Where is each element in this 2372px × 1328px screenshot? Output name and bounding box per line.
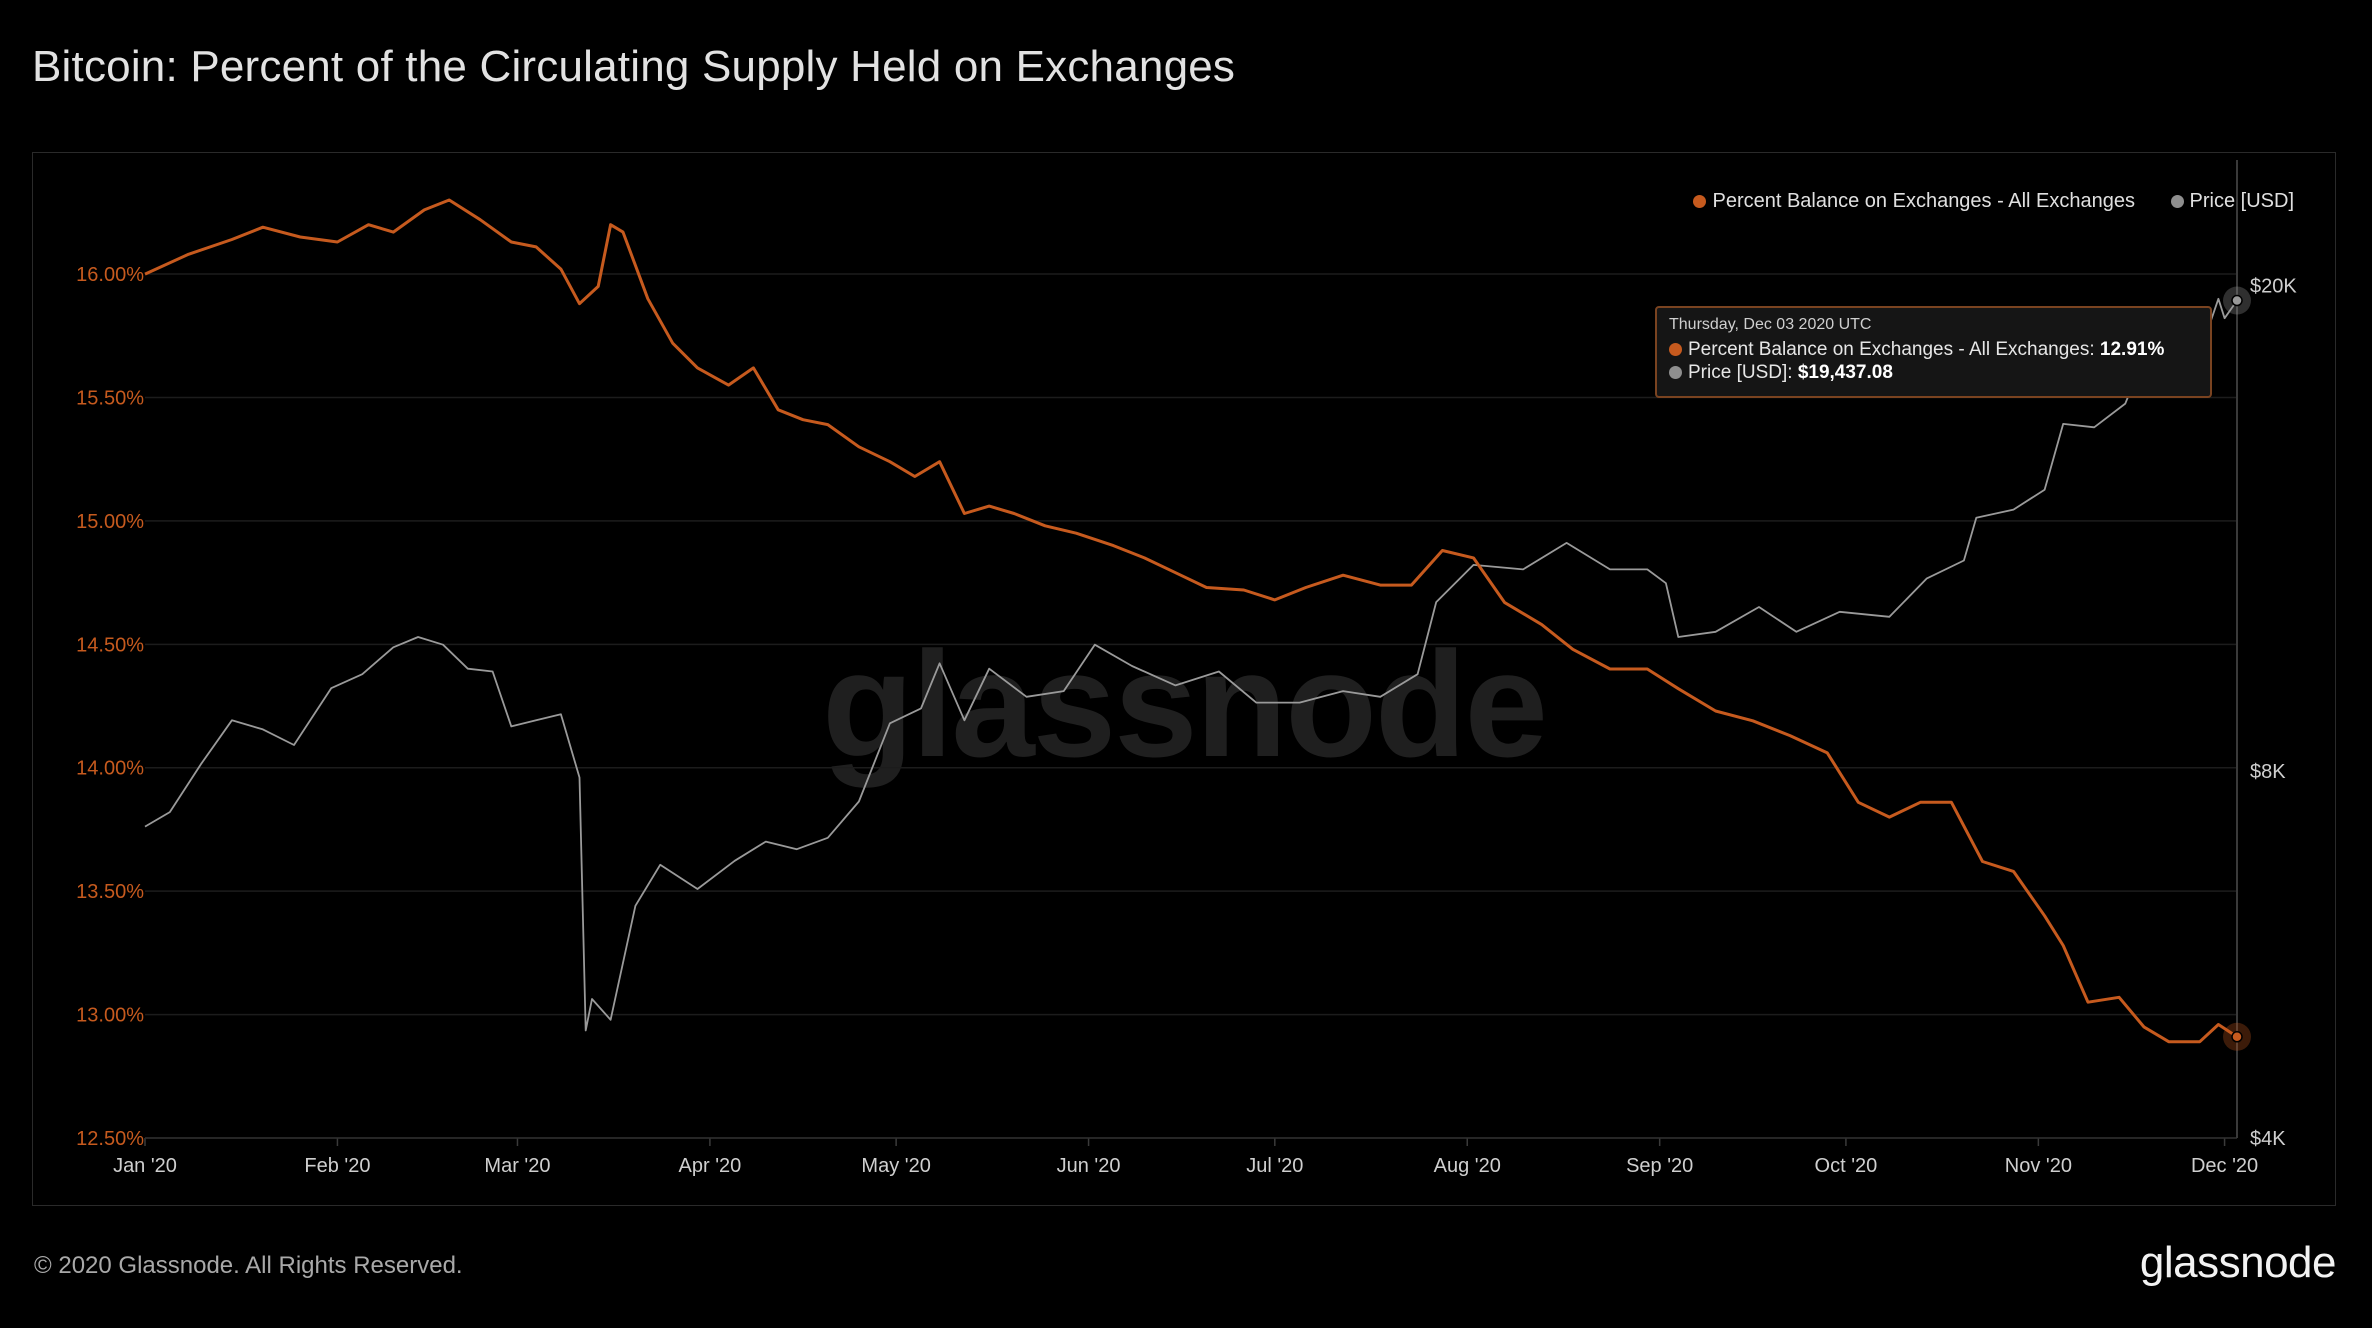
tooltip-value-balance: 12.91% [2099, 339, 2165, 360]
chart-panel [32, 152, 2336, 1206]
x-axis-tick-label: Feb '20 [304, 1155, 370, 1177]
left-axis-tick-label: 14.50% [76, 634, 144, 656]
x-axis-tick-label: Oct '20 [1815, 1155, 1878, 1177]
hover-tooltip: Thursday, Dec 03 2020 UTC Percent Balanc… [1655, 306, 2212, 398]
tooltip-row-price: Price [USD]: $19,437.08 [1669, 361, 2198, 384]
right-axis: $4K $8K $20K [2250, 275, 2297, 1150]
left-axis-tick-label: 15.50% [76, 387, 144, 409]
tooltip-label-price: Price [USD]: [1688, 362, 1798, 383]
price-hover-point [2231, 294, 2243, 307]
legend-dot-price [2170, 195, 2184, 208]
chart-title: Bitcoin: Percent of the Circulating Supp… [32, 42, 1236, 91]
x-axis-tick-label: Jul '20 [1246, 1155, 1303, 1177]
right-axis-tick-label: $20K [2250, 275, 2297, 297]
left-axis: 12.50% 13.00% 13.50% 14.00% 14.50% 15.00% 15.5… [76, 264, 144, 1150]
x-axis-tick-label: Sep '20 [1626, 1155, 1693, 1177]
legend-item-balance[interactable]: Percent Balance on Exchanges - All Excha… [1693, 190, 2135, 213]
tooltip-value-price: $19,437.08 [1797, 362, 1893, 383]
right-axis-tick-label: $4K [2250, 1128, 2286, 1150]
price-series-line[interactable] [144, 297, 2238, 1032]
x-axis-tick-label: Apr '20 [679, 1155, 742, 1177]
tooltip-label-balance: Percent Balance on Exchanges - All Excha… [1688, 339, 2100, 360]
balance-series-line[interactable] [144, 198, 2238, 1044]
left-axis-tick-label: 16.00% [76, 264, 144, 286]
x-axis-tick-label: Jan '20 [113, 1155, 177, 1177]
x-axis: Jan '20 Feb '20 Mar '20 Apr '20 May '20 Jun '… [113, 1137, 2258, 1177]
x-axis-tick-label: Aug '20 [1434, 1155, 1501, 1177]
hover-markers [2223, 286, 2251, 1051]
balance-hover-point [2231, 1031, 2243, 1043]
x-axis-tick-label: May '20 [861, 1155, 930, 1177]
legend-item-price[interactable]: Price [USD] [2170, 190, 2294, 213]
legend-dot-balance [1693, 195, 1707, 208]
grid-lines [145, 273, 2237, 1139]
copyright-text: © 2020 Glassnode. All Rights Reserved. [34, 1252, 463, 1279]
left-axis-tick-label: 14.00% [76, 758, 144, 780]
x-axis-tick-label: Nov '20 [2005, 1155, 2072, 1177]
tooltip-row-balance: Percent Balance on Exchanges - All Excha… [1669, 338, 2198, 361]
left-axis-tick-label: 13.50% [76, 881, 144, 903]
right-axis-tick-label: $8K [2250, 761, 2286, 783]
left-axis-tick-label: 15.00% [76, 511, 144, 533]
x-axis-tick-label: Mar '20 [484, 1155, 550, 1177]
series-group[interactable] [144, 198, 2238, 1044]
left-axis-tick-label: 13.00% [76, 1005, 144, 1027]
legend[interactable]: Percent Balance on Exchanges - All Excha… [1663, 190, 2294, 213]
tooltip-dot-price [1669, 366, 1682, 379]
left-axis-tick-label: 12.50% [76, 1128, 144, 1150]
tooltip-date: Thursday, Dec 03 2020 UTC [1669, 316, 1872, 333]
glassnode-logo[interactable]: glassnode [2139, 1238, 2337, 1287]
legend-label-price: Price [USD] [2189, 190, 2294, 212]
x-axis-tick-label: Dec '20 [2191, 1155, 2258, 1177]
tooltip-dot-balance [1669, 343, 1682, 356]
watermark: glassnode [822, 620, 1546, 788]
legend-label-balance: Percent Balance on Exchanges - All Excha… [1712, 190, 2135, 212]
x-axis-tick-label: Jun '20 [1057, 1155, 1121, 1177]
